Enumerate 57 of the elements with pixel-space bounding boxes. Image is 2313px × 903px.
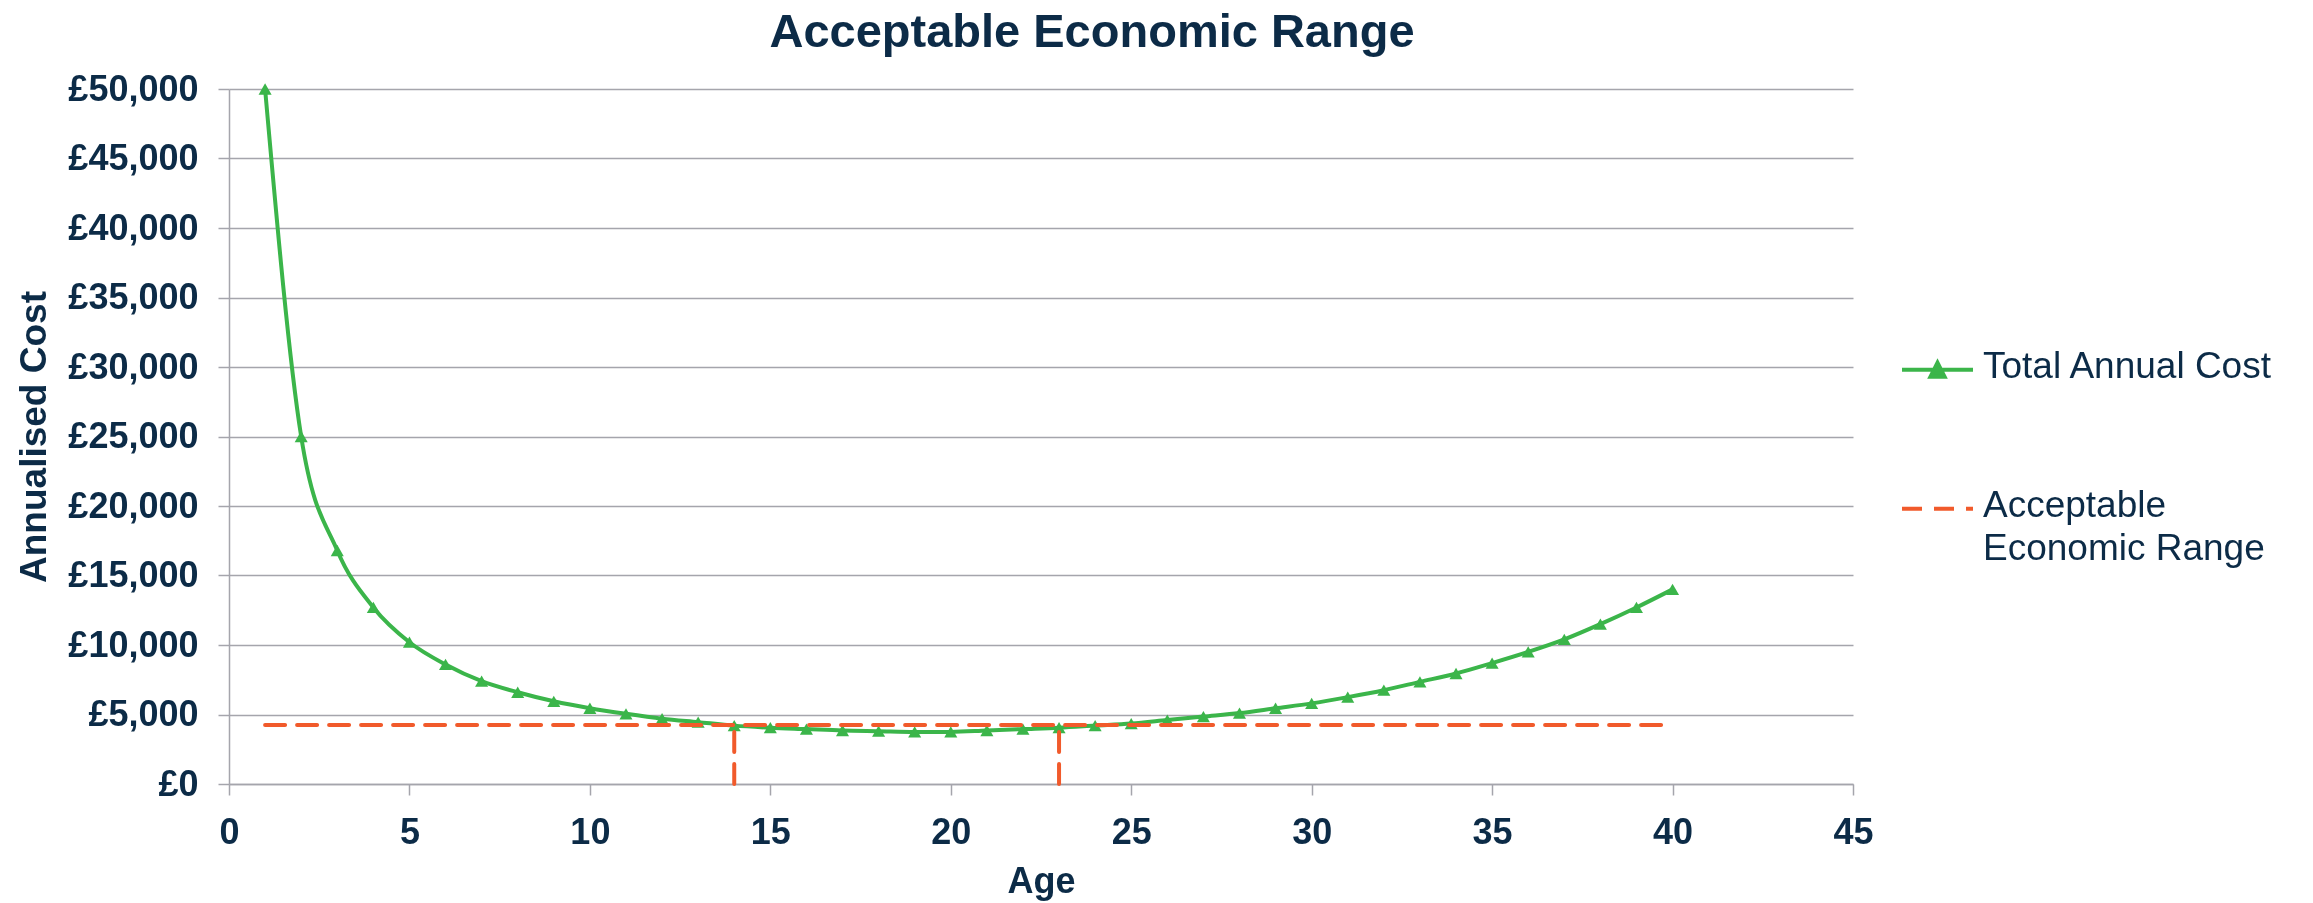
x-tick-label: 20 [931,810,972,852]
point [1629,601,1643,614]
y-tick-label: £20,000 [68,484,199,526]
point [1666,583,1680,596]
point [547,695,561,707]
y-tick-label: £25,000 [68,415,199,456]
x-tick-label: 0 [219,810,240,852]
y-tick-label: £5,000 [88,693,199,734]
point [294,430,308,443]
point [1413,676,1427,688]
point [799,723,813,735]
y-tick-label: £50,000 [68,67,199,109]
point [1557,633,1571,646]
x-tick-label: 35 [1472,810,1513,852]
point [258,83,272,95]
point [1016,723,1030,735]
x-tick-label: 25 [1111,810,1152,852]
y-axis-title: Annualised Cost [13,291,55,583]
point [330,544,344,557]
point [763,722,777,734]
x-tick-label: 10 [570,810,611,852]
legend-label: Acceptable Economic Range [1983,483,2265,568]
point [1305,697,1319,710]
chart-title: Acceptable Economic Range [769,4,1415,57]
point [439,658,453,671]
point [475,675,489,687]
point [402,636,416,648]
legend-label: Total Annual Cost [1983,344,2272,386]
point [1377,684,1391,696]
y-tick-label: £45,000 [68,137,199,178]
point [1449,667,1463,680]
point [511,686,525,698]
point [1521,646,1535,658]
y-tick-label: £40,000 [68,206,199,248]
point [1341,691,1355,703]
point [1485,657,1499,669]
x-axis-title: Age [1007,859,1076,901]
x-tick-label: 30 [1292,810,1333,852]
y-tick-label: £30,000 [68,345,199,387]
x-tick-label: 45 [1833,810,1874,852]
point [1232,707,1247,719]
x-tick-label: 5 [399,810,420,852]
y-tick-label: £10,000 [68,623,199,665]
y-tick-label: £0 [158,762,199,804]
point [944,726,958,738]
point [1593,618,1607,630]
point [366,601,380,614]
point [1269,702,1283,714]
point [619,708,633,720]
point [872,725,886,737]
y-tick-label: £15,000 [68,554,199,595]
y-tick-label: £35,000 [68,276,199,317]
x-tick-label: 40 [1653,810,1694,852]
point [1196,710,1210,723]
point [908,726,922,738]
point [583,702,597,714]
x-tick-label: 15 [750,810,791,852]
